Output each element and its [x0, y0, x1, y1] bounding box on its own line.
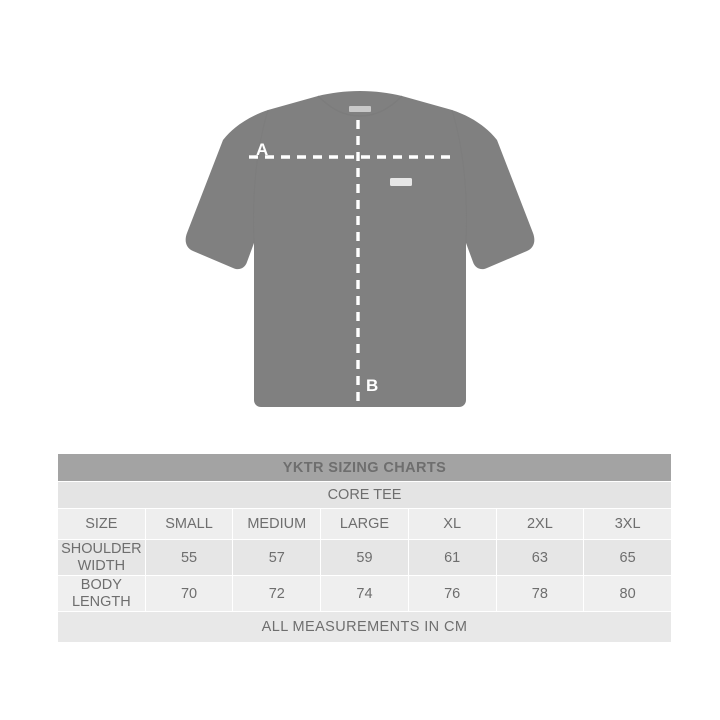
row-label-line2: LENGTH	[71, 593, 131, 610]
cell-body-3xl: 80	[583, 575, 672, 612]
column-header-medium: MEDIUM	[232, 508, 322, 540]
measurement-units-note: ALL MEASUREMENTS IN CM	[57, 611, 672, 643]
column-header-3xl: 3XL	[583, 508, 672, 540]
table-subtitle-row: CORE TEE	[57, 481, 672, 509]
cell-body-xl: 76	[407, 575, 497, 612]
column-header-xl: XL	[407, 508, 497, 540]
column-header-2xl: 2XL	[495, 508, 585, 540]
cell-shoulder-medium: 57	[232, 539, 322, 576]
shirt-neckline	[317, 95, 403, 117]
cell-shoulder-2xl: 63	[495, 539, 585, 576]
collar-tag-icon	[349, 106, 371, 112]
cell-body-small: 70	[144, 575, 234, 612]
row-label-shoulder-width: SHOULDER WIDTH	[57, 539, 146, 576]
left-sleeve-seam	[252, 109, 269, 244]
sizing-chart-table: YKTR SIZING CHARTS CORE TEE SIZE SMALL M…	[57, 453, 672, 643]
row-label-line2: WIDTH	[77, 557, 126, 574]
cell-shoulder-large: 59	[320, 539, 409, 576]
table-subtitle: CORE TEE	[57, 481, 672, 509]
table-header-row: SIZE SMALL MEDIUM LARGE XL 2XL 3XL	[57, 508, 672, 540]
table-footer-row: ALL MEASUREMENTS IN CM	[57, 611, 672, 643]
table-title: YKTR SIZING CHARTS	[57, 453, 672, 482]
column-header-large: LARGE	[320, 508, 409, 540]
cell-shoulder-3xl: 65	[583, 539, 672, 576]
tee-shirt-illustration	[185, 91, 535, 407]
measurement-label-b: B	[366, 376, 379, 395]
tee-shirt-diagram: A B	[185, 91, 535, 407]
column-header-size: SIZE	[57, 508, 146, 540]
row-label-body-length: BODY LENGTH	[57, 575, 146, 612]
row-label-line1: SHOULDER	[61, 540, 142, 557]
table-row: BODY LENGTH 70 72 74 76 78 80	[57, 575, 672, 612]
table-title-row: YKTR SIZING CHARTS	[57, 453, 672, 482]
table-row: SHOULDER WIDTH 55 57 59 61 63 65	[57, 539, 672, 576]
cell-shoulder-xl: 61	[407, 539, 497, 576]
cell-shoulder-small: 55	[144, 539, 234, 576]
right-sleeve-seam	[451, 109, 468, 244]
shirt-silhouette	[185, 91, 535, 407]
measurement-label-a: A	[256, 140, 269, 159]
column-header-small: SMALL	[144, 508, 234, 540]
cell-body-large: 74	[320, 575, 409, 612]
row-label-line1: BODY	[80, 576, 122, 593]
chest-logo-icon	[390, 178, 412, 186]
cell-body-2xl: 78	[495, 575, 585, 612]
cell-body-medium: 72	[232, 575, 322, 612]
